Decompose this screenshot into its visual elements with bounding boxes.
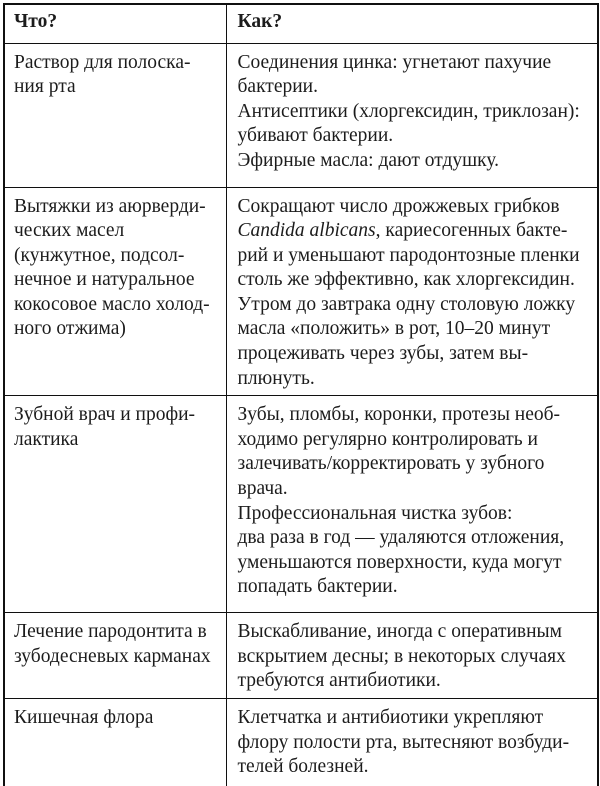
column-header-how-label: Как? (237, 11, 283, 32)
cell-how: Соединения цинка: угнетают пахучие бакте… (225, 42, 599, 188)
column-header-what: Что? (3, 3, 227, 44)
oral-care-table: Что? Как? Раствор для полоска- ния рта С… (3, 3, 599, 786)
cell-how: Сокращают число дрожжевых грибков Candid… (225, 186, 599, 397)
cell-how-text: Зубы, пломбы, коронки, протезы необ- ход… (237, 404, 565, 598)
cell-how: Выскабливание, иногда с оперативным вскр… (225, 612, 599, 700)
cell-what-text: Зубной врач и профи- лактика (14, 404, 196, 450)
cell-what: Лечение пародонтита в зубодесневых карма… (3, 612, 227, 700)
cell-how-text: Выскабливание, иногда с оперативным вскр… (237, 621, 566, 692)
table-row-gut-flora: Кишечная флора Клетчатка и антибиотики у… (3, 698, 599, 786)
cell-what-text: Раствор для полоска- ния рта (14, 51, 191, 98)
cell-how-text-before-italic: Сокращают число дрожжевых грибков (237, 195, 560, 217)
cell-what-text: Вытяжки из аюрверди- ческих масел (кунжу… (14, 195, 210, 340)
cell-how-text-after-italic: , кариесогенных бакте- рий и уменьшают п… (237, 220, 580, 389)
cell-how-text: Соединения цинка: угнетают пахучие бакте… (237, 51, 580, 171)
latin-species-name: Candida albicans (237, 220, 376, 242)
column-header-what-label: Что? (14, 11, 58, 32)
cell-how-text: Сокращают число дрожжевых грибков Candid… (238, 196, 580, 389)
cell-what: Раствор для полоска- ния рта (3, 42, 227, 188)
cell-what-text: Лечение пародонтита в зубодесневых карма… (14, 621, 211, 667)
cell-what-text: Кишечная флора (14, 707, 154, 729)
table-header-row: Что? Как? (3, 3, 599, 44)
column-header-how: Как? (225, 3, 599, 44)
cell-what: Зубной врач и профи- лактика (3, 395, 227, 614)
cell-what: Кишечная флора (3, 698, 227, 786)
table-row-mouthwash: Раствор для полоска- ния рта Соединения … (3, 42, 599, 188)
cell-how-text: Клетчатка и антибиотики укрепляют флору … (237, 707, 570, 778)
table-row-periodontitis-treatment: Лечение пародонтита в зубодесневых карма… (3, 612, 599, 700)
table-row-dentist-prophylaxis: Зубной врач и профи- лактика Зубы, пломб… (3, 395, 599, 614)
cell-what: Вытяжки из аюрверди- ческих масел (кунжу… (3, 186, 227, 397)
cell-how: Зубы, пломбы, коронки, протезы необ- ход… (225, 395, 599, 614)
cell-how: Клетчатка и антибиотики укрепляют флору … (225, 698, 599, 786)
table-row-ayurvedic-oils: Вытяжки из аюрверди- ческих масел (кунжу… (3, 186, 599, 397)
book-page: Что? Как? Раствор для полоска- ния рта С… (0, 3, 600, 786)
